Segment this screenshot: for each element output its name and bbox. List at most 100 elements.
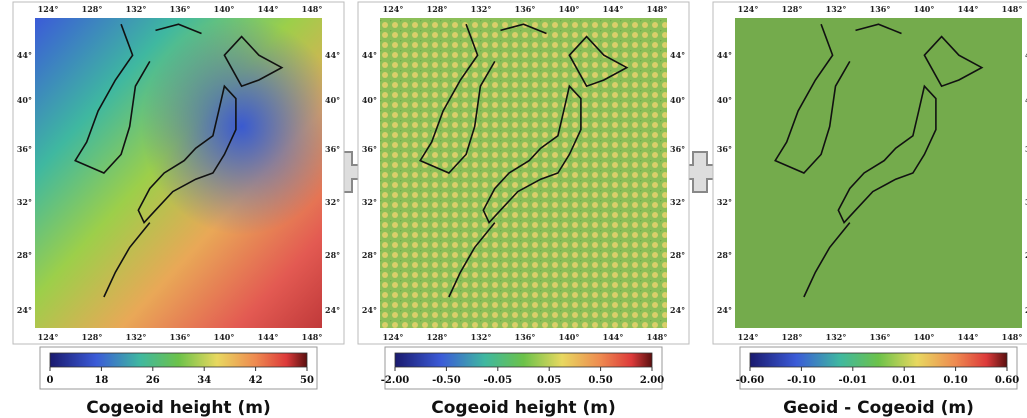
colorbar-label: 50 bbox=[300, 375, 314, 386]
longitude-label: 148° bbox=[1002, 332, 1023, 342]
latitude-label: 36° bbox=[670, 144, 685, 154]
latitude-label: 40° bbox=[362, 95, 377, 105]
longitude-label: 148° bbox=[647, 4, 668, 14]
colorbar-label: 34 bbox=[197, 375, 211, 386]
longitude-label: 128° bbox=[82, 4, 103, 14]
colorbar-label: -2.00 bbox=[381, 375, 410, 386]
longitude-label: 148° bbox=[647, 332, 668, 342]
colorbar bbox=[395, 353, 652, 367]
colorbar-label: -0.60 bbox=[736, 375, 765, 386]
caption: Geoid - Cogeoid (m) bbox=[783, 398, 974, 418]
colorbar bbox=[750, 353, 1007, 367]
longitude-label: 136° bbox=[870, 4, 891, 14]
latitude-label: 40° bbox=[670, 95, 685, 105]
figure: 124° 124° 128° 128° 132° 132° 136° 136° 140° 140°… bbox=[0, 0, 1027, 418]
longitude-label: 140° bbox=[559, 4, 580, 14]
longitude-label: 132° bbox=[471, 4, 492, 14]
longitude-label: 140° bbox=[214, 4, 235, 14]
longitude-label: 144° bbox=[258, 4, 279, 14]
colorbar-label: 0.05 bbox=[537, 375, 561, 386]
longitude-label: 144° bbox=[958, 332, 979, 342]
longitude-label: 132° bbox=[126, 332, 147, 342]
longitude-label: 128° bbox=[82, 332, 103, 342]
longitude-label: 144° bbox=[258, 332, 279, 342]
latitude-label: 44° bbox=[17, 50, 32, 60]
longitude-label: 124° bbox=[383, 4, 404, 14]
longitude-label: 144° bbox=[603, 332, 624, 342]
longitude-label: 136° bbox=[170, 4, 191, 14]
colorbar-label: 26 bbox=[146, 375, 160, 386]
latitude-label: 32° bbox=[17, 197, 32, 207]
longitude-label: 128° bbox=[427, 4, 448, 14]
colorbar-label: 42 bbox=[249, 375, 263, 386]
map-panel: 124°124°128°128°132°132°136°136°140°140°… bbox=[713, 2, 1027, 418]
colorbar-label: -0.01 bbox=[839, 375, 868, 386]
latitude-label: 44° bbox=[670, 50, 685, 60]
longitude-label: 124° bbox=[383, 332, 404, 342]
latitude-label: 24° bbox=[717, 305, 732, 315]
map-panel: 124° 124° 128° 128° 132° 132° 136° 136° 140° 140°… bbox=[358, 2, 689, 418]
colorbar-label: -0.10 bbox=[787, 375, 816, 386]
latitude-label: 24° bbox=[670, 305, 685, 315]
latitude-label: 28° bbox=[670, 250, 685, 260]
longitude-label: 140° bbox=[559, 332, 580, 342]
latitude-label: 28° bbox=[362, 250, 377, 260]
colorbar-label: 0.01 bbox=[892, 375, 916, 386]
map bbox=[380, 18, 667, 328]
longitude-label: 148° bbox=[1002, 4, 1023, 14]
latitude-label: 24° bbox=[362, 305, 377, 315]
latitude-label: 24° bbox=[17, 305, 32, 315]
longitude-label: 136° bbox=[515, 332, 536, 342]
latitude-label: 28° bbox=[17, 250, 32, 260]
latitude-label: 28° bbox=[717, 250, 732, 260]
colorbar bbox=[50, 353, 307, 367]
latitude-label: 36° bbox=[362, 144, 377, 154]
colorbar-label: 0.60 bbox=[995, 375, 1019, 386]
longitude-label: 132° bbox=[471, 332, 492, 342]
map-panel: 124° 124° 128° 128° 132° 132° 136° 136° 140° 140°… bbox=[13, 2, 344, 418]
longitude-label: 132° bbox=[126, 4, 147, 14]
longitude-label: 144° bbox=[958, 4, 979, 14]
longitude-label: 124° bbox=[738, 4, 759, 14]
latitude-label: 32° bbox=[670, 197, 685, 207]
longitude-label: 148° bbox=[302, 332, 323, 342]
longitude-label: 132° bbox=[826, 332, 847, 342]
longitude-label: 144° bbox=[603, 4, 624, 14]
colorbar-label: 0 bbox=[47, 375, 54, 386]
latitude-label: 36° bbox=[717, 144, 732, 154]
colorbar-label: 18 bbox=[94, 375, 108, 386]
latitude-label: 44° bbox=[362, 50, 377, 60]
map bbox=[735, 18, 1022, 328]
longitude-label: 124° bbox=[38, 4, 59, 14]
longitude-label: 124° bbox=[38, 332, 59, 342]
colorbar-label: 0.50 bbox=[588, 375, 612, 386]
longitude-label: 136° bbox=[870, 332, 891, 342]
latitude-label: 32° bbox=[717, 197, 732, 207]
latitude-label: 36° bbox=[17, 144, 32, 154]
map-overlay bbox=[35, 18, 322, 328]
colorbar-label: 2.00 bbox=[640, 375, 664, 386]
colorbar-label: -0.05 bbox=[484, 375, 513, 386]
caption: Cogeoid height (m) bbox=[86, 398, 270, 418]
latitude-label: 28° bbox=[325, 250, 340, 260]
longitude-label: 128° bbox=[427, 332, 448, 342]
longitude-label: 132° bbox=[826, 4, 847, 14]
latitude-label: 40° bbox=[717, 95, 732, 105]
longitude-label: 128° bbox=[782, 332, 803, 342]
latitude-label: 40° bbox=[17, 95, 32, 105]
caption: Cogeoid height (m) bbox=[431, 398, 615, 418]
longitude-label: 148° bbox=[302, 4, 323, 14]
longitude-label: 124° bbox=[738, 332, 759, 342]
latitude-label: 32° bbox=[362, 197, 377, 207]
longitude-label: 140° bbox=[214, 332, 235, 342]
longitude-label: 136° bbox=[515, 4, 536, 14]
latitude-label: 24° bbox=[325, 305, 340, 315]
longitude-label: 140° bbox=[914, 4, 935, 14]
colorbar-label: 0.10 bbox=[943, 375, 967, 386]
longitude-label: 140° bbox=[914, 332, 935, 342]
latitude-label: 40° bbox=[325, 95, 340, 105]
colorbar-label: -0.50 bbox=[432, 375, 461, 386]
latitude-label: 36° bbox=[325, 144, 340, 154]
latitude-label: 44° bbox=[717, 50, 732, 60]
longitude-label: 136° bbox=[170, 332, 191, 342]
